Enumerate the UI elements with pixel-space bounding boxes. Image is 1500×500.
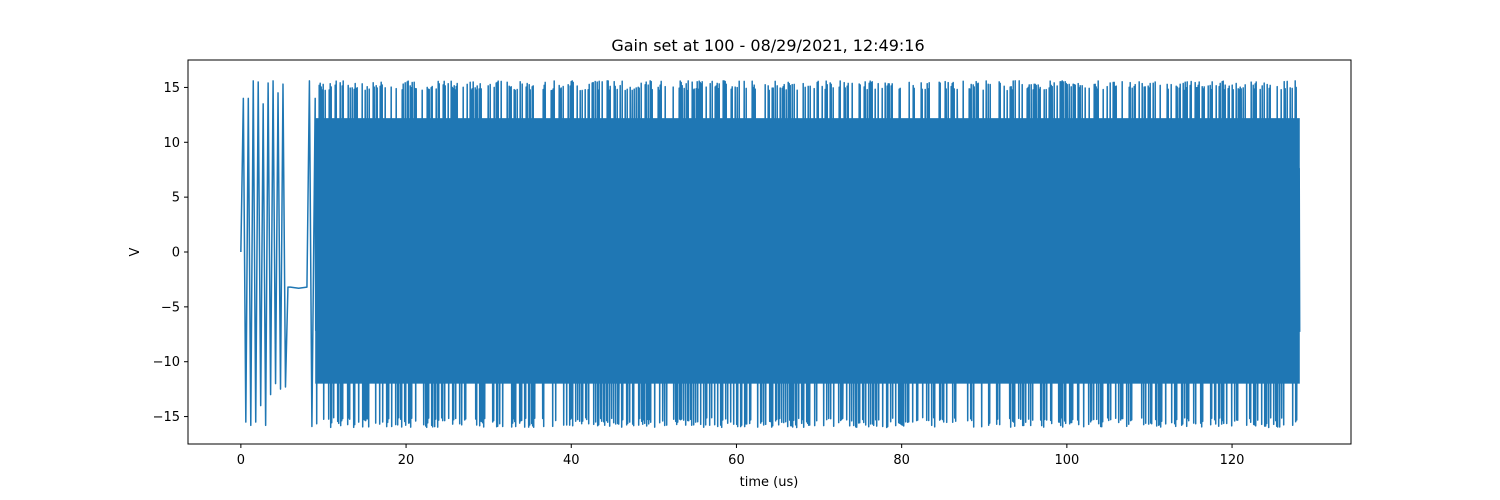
y-tick-label: −10 [153, 355, 180, 370]
x-tick-label: 120 [1220, 453, 1245, 468]
x-tick-label: 80 [893, 453, 910, 468]
x-tick-label: 60 [728, 453, 745, 468]
x-axis-label: time (us) [740, 475, 799, 490]
y-tick-label: −5 [161, 300, 180, 315]
x-tick-label: 0 [237, 453, 245, 468]
series-dense-band [315, 118, 1300, 384]
y-axis-label: V [128, 247, 143, 256]
chart-title: Gain set at 100 - 08/29/2021, 12:49:16 [611, 36, 924, 55]
y-tick-label: 15 [163, 81, 180, 96]
plot-area [240, 80, 1301, 429]
x-tick-label: 20 [398, 453, 415, 468]
x-tick-label: 40 [563, 453, 580, 468]
y-tick-label: −15 [153, 410, 180, 425]
y-tick-label: 5 [172, 191, 180, 206]
y-tick-label: 0 [172, 246, 180, 261]
y-axis: −15 −10 −5 0 5 10 15 [153, 81, 188, 425]
x-axis: 0 20 40 60 80 100 120 [237, 444, 1245, 468]
y-tick-label: 10 [163, 136, 180, 151]
x-tick-label: 100 [1054, 453, 1079, 468]
